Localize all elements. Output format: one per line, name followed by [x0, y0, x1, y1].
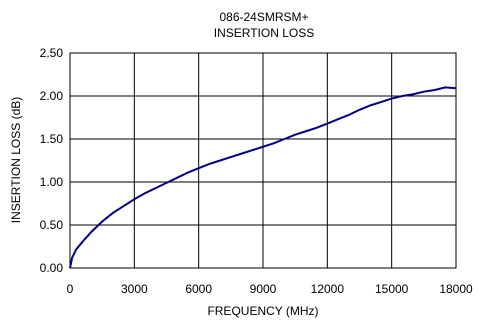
- chart-subtitle: INSERTION LOSS: [214, 26, 314, 40]
- y-axis-label: INSERTION LOSS (dB): [9, 97, 23, 223]
- x-tick-label: 18000: [439, 282, 473, 296]
- x-tick-label: 9000: [250, 282, 277, 296]
- x-axis-label: FREQUENCY (MHz): [207, 304, 318, 318]
- x-tick-label: 3000: [121, 282, 148, 296]
- x-tick-label: 12000: [311, 282, 345, 296]
- y-tick-label: 2.50: [40, 46, 64, 60]
- plot-area-border: [69, 52, 457, 269]
- y-tick-labels: 0.00 0.50 1.00 1.50 2.00 2.50: [40, 46, 64, 275]
- x-tick-label: 0: [67, 282, 74, 296]
- chart-title: 086-24SMRSM+: [219, 10, 308, 24]
- x-tick-label: 15000: [375, 282, 409, 296]
- y-tick-label: 0.50: [40, 218, 64, 232]
- series-line-insertion-loss: [69, 86, 457, 269]
- grid-lines: [69, 52, 457, 269]
- y-tick-label: 0.00: [40, 261, 64, 275]
- y-tick-label: 2.00: [40, 89, 64, 103]
- x-tick-label: 6000: [185, 282, 212, 296]
- x-tick-labels: 0 3000 6000 9000 12000 15000 18000: [67, 282, 473, 296]
- y-tick-label: 1.50: [40, 132, 64, 146]
- y-tick-label: 1.00: [40, 175, 64, 189]
